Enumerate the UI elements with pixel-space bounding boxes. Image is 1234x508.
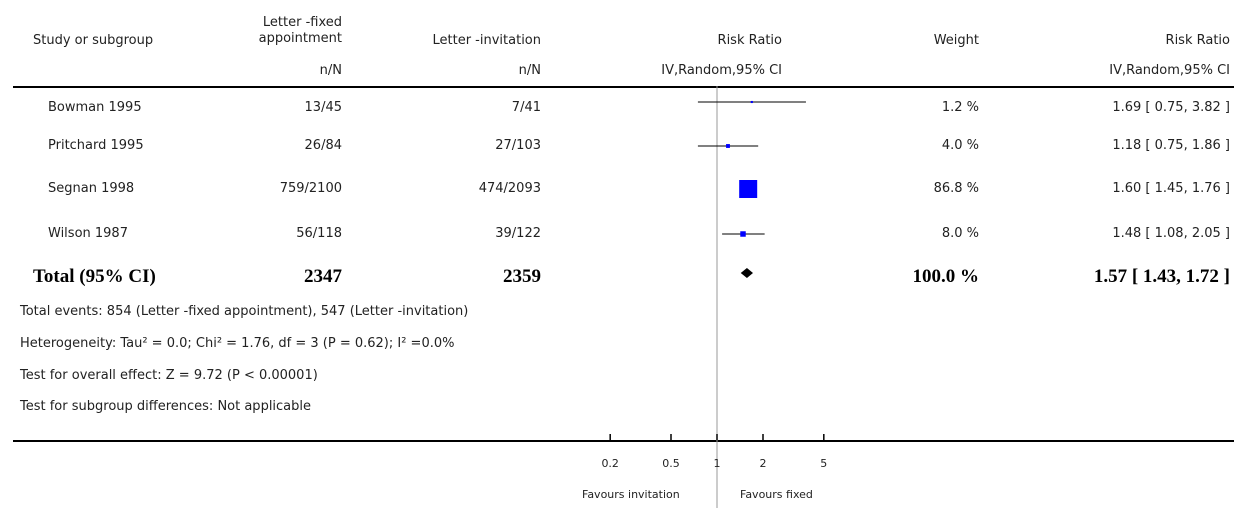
fixed-events: 13/45 [304,100,342,115]
total-weight: 100.0 % [912,266,980,287]
axis-tick-label: 0.5 [662,457,680,470]
invitation-events: 7/41 [511,100,541,115]
invitation-events: 39/122 [495,226,541,241]
note-subgroup: Test for subgroup differences: Not appli… [20,399,312,414]
header-rr-sub: IV,Random,95% CI [661,63,782,78]
header-study: Study or subgroup [33,33,154,48]
note-overall: Test for overall effect: Z = 9.72 (P < 0… [20,368,318,383]
study-name: Wilson 1987 [48,226,128,241]
study-box [740,231,746,237]
header-rr: Risk Ratio [717,33,782,48]
study-box [739,180,758,198]
total-invitation: 2359 [503,266,541,287]
favours-left-label: Favours invitation [582,488,680,501]
ci-value: 1.69 [ 0.75, 3.82 ] [1112,100,1230,115]
axis-tick-label: 2 [760,457,767,470]
header-invitation-sub: n/N [518,63,541,78]
weight-value: 8.0 % [941,226,979,241]
study-box [750,100,753,104]
total-label: Total (95% CI) [33,266,156,287]
ci-value: 1.60 [ 1.45, 1.76 ] [1112,181,1230,196]
fixed-events: 56/118 [296,226,342,241]
header-fixed-sub: n/N [319,63,342,78]
note-events: Total events: 854 (Letter -fixed appoint… [20,304,469,319]
weight-value: 4.0 % [941,138,979,153]
favours-right-label: Favours fixed [740,488,813,501]
axis-tick-label: 0.2 [601,457,619,470]
ci-value: 1.48 [ 1.08, 2.05 ] [1112,226,1230,241]
weight-value: 86.8 % [933,181,979,196]
header-invitation: Letter -invitation [432,33,542,48]
study-name: Pritchard 1995 [48,138,144,153]
weight-value: 1.2 % [941,100,979,115]
total-fixed: 2347 [304,266,342,287]
invitation-events: 474/2093 [478,181,541,196]
header-rr2-sub: IV,Random,95% CI [1109,63,1230,78]
ci-value: 1.18 [ 0.75, 1.86 ] [1112,138,1230,153]
footer-divider [13,440,1234,442]
header-fixed-line1: Letter -fixed [262,15,342,30]
fixed-events: 26/84 [304,138,342,153]
study-box [726,144,730,148]
header-fixed-line2: appointment [258,31,342,46]
axis-tick-label: 1 [714,457,721,470]
study-name: Segnan 1998 [48,181,135,196]
axis-tick-label: 5 [820,457,827,470]
note-heterogeneity: Heterogeneity: Tau² = 0.0; Chi² = 1.76, … [20,336,455,351]
header-divider [13,86,1234,88]
header-rr2: Risk Ratio [1165,33,1230,48]
header-weight: Weight [933,33,979,48]
fixed-events: 759/2100 [279,181,342,196]
total-ci: 1.57 [ 1.43, 1.72 ] [1093,266,1230,287]
pooled-diamond [740,268,753,278]
study-name: Bowman 1995 [48,100,142,115]
invitation-events: 27/103 [495,138,541,153]
